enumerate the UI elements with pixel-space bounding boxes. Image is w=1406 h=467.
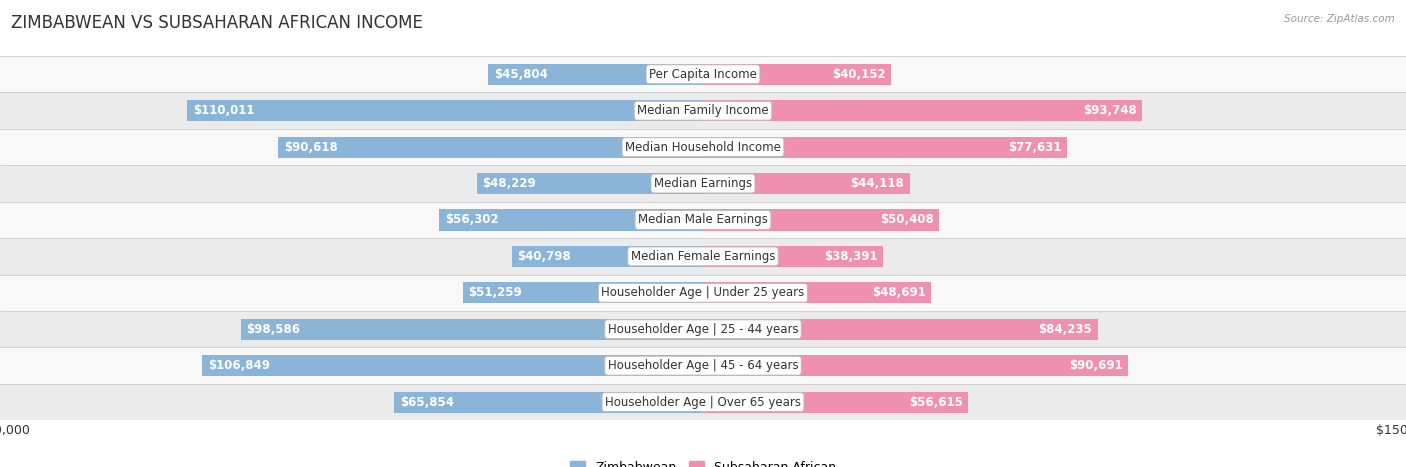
Text: $93,748: $93,748 bbox=[1083, 104, 1136, 117]
Text: $40,798: $40,798 bbox=[517, 250, 571, 263]
Text: $48,691: $48,691 bbox=[872, 286, 925, 299]
Bar bbox=[0, 92, 1406, 129]
Text: $45,804: $45,804 bbox=[494, 68, 548, 81]
Text: $51,259: $51,259 bbox=[468, 286, 522, 299]
Bar bbox=[488, 64, 703, 85]
Bar bbox=[0, 238, 1406, 275]
Text: Householder Age | Under 25 years: Householder Age | Under 25 years bbox=[602, 286, 804, 299]
Text: $90,691: $90,691 bbox=[1069, 359, 1122, 372]
Text: Median Household Income: Median Household Income bbox=[626, 141, 780, 154]
Bar bbox=[0, 165, 1406, 202]
Text: $44,118: $44,118 bbox=[851, 177, 904, 190]
Bar bbox=[477, 173, 703, 194]
Text: Median Family Income: Median Family Income bbox=[637, 104, 769, 117]
Bar bbox=[463, 282, 703, 304]
Text: Householder Age | 45 - 64 years: Householder Age | 45 - 64 years bbox=[607, 359, 799, 372]
Text: $90,618: $90,618 bbox=[284, 141, 337, 154]
Text: $84,235: $84,235 bbox=[1039, 323, 1092, 336]
Bar bbox=[240, 318, 703, 340]
Bar bbox=[0, 311, 1406, 347]
Text: Per Capita Income: Per Capita Income bbox=[650, 68, 756, 81]
Bar bbox=[0, 202, 1406, 238]
Text: Householder Age | Over 65 years: Householder Age | Over 65 years bbox=[605, 396, 801, 409]
Bar bbox=[0, 275, 1406, 311]
Bar bbox=[0, 56, 1406, 92]
Text: $50,408: $50,408 bbox=[880, 213, 934, 226]
Bar bbox=[703, 64, 891, 85]
Bar bbox=[703, 355, 1128, 376]
Bar bbox=[0, 129, 1406, 165]
Text: $56,302: $56,302 bbox=[444, 213, 498, 226]
Text: $38,391: $38,391 bbox=[824, 250, 877, 263]
Bar bbox=[0, 384, 1406, 420]
Text: Median Male Earnings: Median Male Earnings bbox=[638, 213, 768, 226]
Bar bbox=[703, 173, 910, 194]
Bar bbox=[439, 209, 703, 231]
Legend: Zimbabwean, Subsaharan African: Zimbabwean, Subsaharan African bbox=[565, 456, 841, 467]
Text: $98,586: $98,586 bbox=[246, 323, 301, 336]
Bar bbox=[703, 246, 883, 267]
Text: $40,152: $40,152 bbox=[832, 68, 886, 81]
Bar bbox=[394, 391, 703, 413]
Bar bbox=[703, 282, 931, 304]
Text: ZIMBABWEAN VS SUBSAHARAN AFRICAN INCOME: ZIMBABWEAN VS SUBSAHARAN AFRICAN INCOME bbox=[11, 14, 423, 32]
Text: $106,849: $106,849 bbox=[208, 359, 270, 372]
Text: Householder Age | 25 - 44 years: Householder Age | 25 - 44 years bbox=[607, 323, 799, 336]
Text: $48,229: $48,229 bbox=[482, 177, 536, 190]
Bar bbox=[703, 136, 1067, 158]
Bar bbox=[278, 136, 703, 158]
Bar bbox=[512, 246, 703, 267]
Bar bbox=[703, 100, 1142, 121]
Text: $110,011: $110,011 bbox=[193, 104, 254, 117]
Text: $77,631: $77,631 bbox=[1008, 141, 1062, 154]
Text: Source: ZipAtlas.com: Source: ZipAtlas.com bbox=[1284, 14, 1395, 24]
Bar bbox=[703, 318, 1098, 340]
Bar bbox=[703, 391, 969, 413]
Text: Median Earnings: Median Earnings bbox=[654, 177, 752, 190]
Bar bbox=[703, 209, 939, 231]
Bar bbox=[0, 347, 1406, 384]
Text: Median Female Earnings: Median Female Earnings bbox=[631, 250, 775, 263]
Bar bbox=[187, 100, 703, 121]
Text: $56,615: $56,615 bbox=[908, 396, 963, 409]
Text: $65,854: $65,854 bbox=[399, 396, 454, 409]
Bar bbox=[202, 355, 703, 376]
